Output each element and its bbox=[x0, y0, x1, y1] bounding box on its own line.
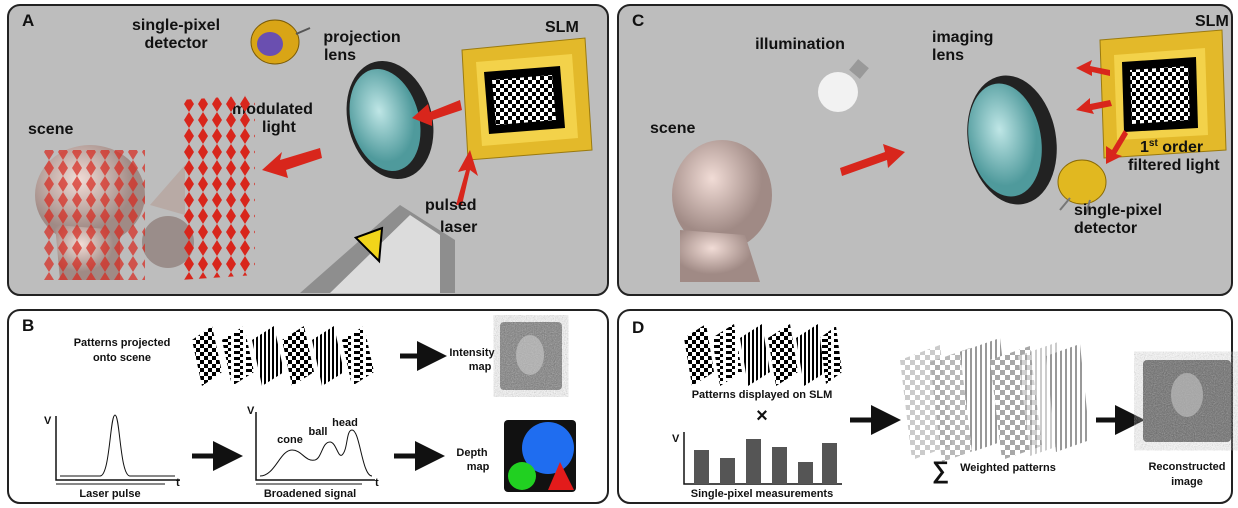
label-line: single-pixel bbox=[1074, 202, 1162, 219]
peak-label: cone bbox=[277, 434, 303, 446]
label-line: single-pixel bbox=[132, 17, 220, 34]
modulated-light bbox=[180, 95, 255, 280]
label: SLM bbox=[545, 19, 579, 36]
caption: Laser pulse bbox=[79, 488, 140, 500]
depth-map bbox=[504, 420, 576, 492]
axis-label: V bbox=[672, 433, 680, 445]
axis-label: V bbox=[44, 415, 52, 427]
slm bbox=[462, 38, 592, 160]
panel-letter: C bbox=[632, 11, 644, 30]
label-line: detector bbox=[1074, 220, 1137, 237]
caption: Single-pixel measurements bbox=[691, 488, 833, 500]
label-line: Patterns projected bbox=[74, 337, 171, 349]
page: A single-pixeldetector projectionlens SL… bbox=[0, 0, 1238, 508]
label-line: lens bbox=[324, 47, 356, 64]
panel-letter: B bbox=[22, 316, 34, 335]
sum-symbol: ∑ bbox=[932, 457, 949, 484]
figure: A single-pixeldetector projectionlens SL… bbox=[0, 0, 1238, 508]
panel-letter: D bbox=[632, 318, 644, 337]
axis-label: V bbox=[247, 405, 255, 417]
label: Weighted patterns bbox=[960, 462, 1056, 474]
peak-label: head bbox=[332, 417, 358, 429]
label-line: Reconstructed bbox=[1148, 461, 1225, 473]
label-line: laser bbox=[440, 219, 477, 236]
label: SLM bbox=[1195, 13, 1229, 30]
reconstructed-image bbox=[1143, 360, 1231, 442]
label-line: onto scene bbox=[93, 352, 151, 364]
axis-label: t bbox=[176, 477, 180, 489]
label-line: pulsed bbox=[425, 197, 477, 214]
label-line: projection bbox=[323, 29, 400, 46]
label: illumination bbox=[755, 36, 845, 53]
label-line: imaging bbox=[932, 29, 993, 46]
label: Patterns displayed on SLM bbox=[692, 389, 833, 401]
label: scene bbox=[650, 120, 695, 137]
intensity-map bbox=[500, 322, 562, 390]
label-line: Intensity bbox=[449, 347, 495, 359]
label-line: detector bbox=[144, 35, 207, 52]
label-line: order bbox=[1158, 139, 1203, 156]
multiply-sign: × bbox=[756, 405, 768, 427]
caption: Broadened signal bbox=[264, 488, 356, 500]
label-line: light bbox=[262, 119, 296, 136]
label-line: map bbox=[469, 361, 492, 373]
peak-label: ball bbox=[309, 426, 328, 438]
label: scene bbox=[28, 121, 73, 138]
label-line: map bbox=[467, 461, 490, 473]
label-line: lens bbox=[932, 47, 964, 64]
label-line: Depth bbox=[456, 447, 487, 459]
label-line: 1 bbox=[1140, 139, 1149, 156]
label-line: image bbox=[1171, 476, 1203, 488]
label-line: filtered light bbox=[1128, 157, 1220, 174]
axis-label: t bbox=[375, 477, 379, 489]
panel-letter: A bbox=[22, 11, 34, 30]
weighted-patterns bbox=[900, 338, 1090, 462]
